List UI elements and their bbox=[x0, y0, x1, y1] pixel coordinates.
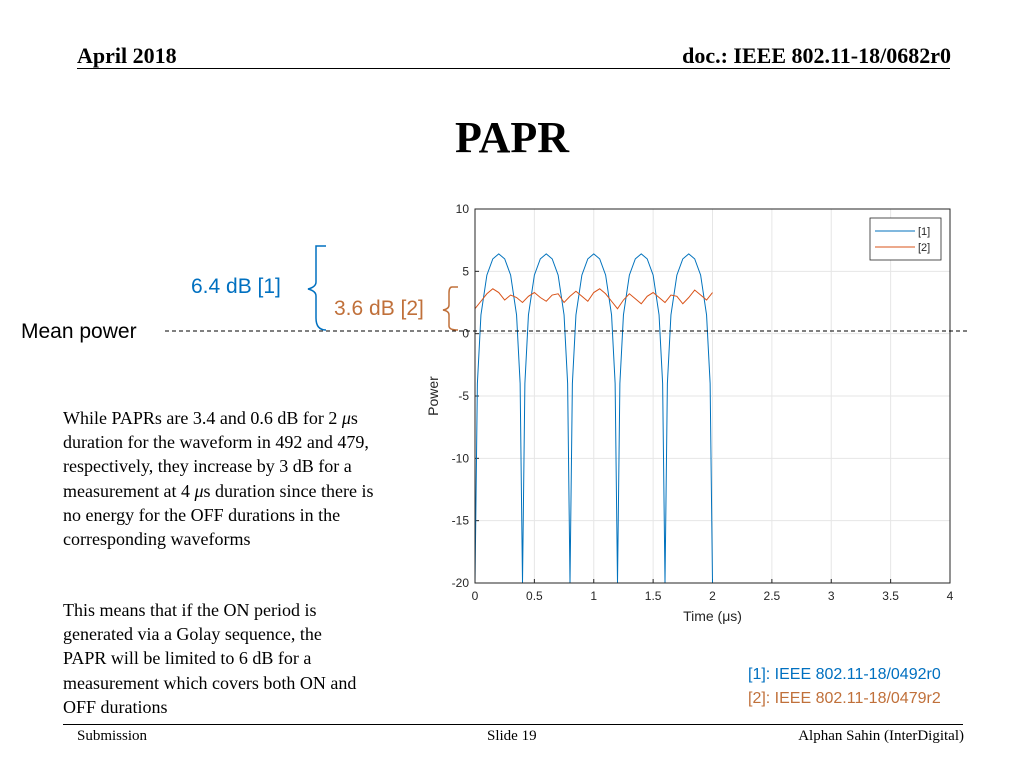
reference-1: [1]: IEEE 802.11-18/0492r0 bbox=[748, 666, 941, 683]
body-paragraph-2: This means that if the ON period is gene… bbox=[63, 600, 357, 717]
x-tick-label: 4 bbox=[947, 589, 954, 603]
y-tick-label: 0 bbox=[462, 327, 469, 341]
x-tick-label: 3 bbox=[828, 589, 835, 603]
y-tick-label: -15 bbox=[452, 514, 470, 528]
para1-part-b: s duration for the waveform in 492 and 4… bbox=[63, 408, 369, 501]
x-tick-label: 3.5 bbox=[882, 589, 899, 603]
para1-part-c: s duration since there is no energy for … bbox=[63, 480, 374, 550]
legend-box bbox=[869, 217, 942, 261]
para1-part-a: While PAPRs are 3.4 and 0.6 dB for 2 bbox=[63, 408, 342, 428]
papr-label-2: 3.6 dB [2] bbox=[334, 297, 424, 320]
footer-author: Alphan Sahin (InterDigital) bbox=[798, 728, 964, 744]
legend-label-2: [2] bbox=[918, 242, 930, 254]
footer-submission: Submission bbox=[77, 728, 148, 744]
x-tick-label: 2.5 bbox=[764, 589, 781, 603]
y-axis-label: Power bbox=[425, 376, 441, 416]
y-tick-label: 10 bbox=[456, 202, 470, 216]
x-tick-label: 2 bbox=[709, 589, 716, 603]
references: [1]: IEEE 802.11-18/0492r0 [2]: IEEE 802… bbox=[748, 663, 941, 711]
reference-2: [2]: IEEE 802.11-18/0479r2 bbox=[748, 690, 941, 707]
header-rule bbox=[77, 68, 950, 69]
x-tick-label: 1.5 bbox=[645, 589, 662, 603]
papr-chart: 0 0.5 1 1.5 2 2.5 3 3.5 4 10 5 0 -5 -10 -15 -20 Time (μs… bbox=[425, 202, 954, 624]
slide-title: PAPR bbox=[454, 113, 570, 162]
x-tick-label: 1 bbox=[590, 589, 597, 603]
bracket-2 bbox=[442, 286, 459, 331]
y-tick-label: -20 bbox=[452, 576, 470, 590]
bracket-1 bbox=[307, 245, 327, 331]
footer-rule bbox=[63, 724, 963, 725]
plot-frame bbox=[474, 208, 951, 584]
y-tick-label: -5 bbox=[458, 389, 469, 403]
header-doc-id: doc.: IEEE 802.11-18/0682r0 bbox=[682, 43, 951, 68]
series-line-2 bbox=[475, 288, 713, 310]
x-tick-label: 0.5 bbox=[526, 589, 543, 603]
series-line-1 bbox=[475, 253, 713, 583]
y-tick-label: -10 bbox=[452, 451, 470, 465]
mean-power-label: Mean power bbox=[21, 320, 137, 343]
body-paragraph-1: While PAPRs are 3.4 and 0.6 dB for 2 μs … bbox=[63, 406, 393, 551]
legend-label-1: [1] bbox=[918, 226, 930, 238]
footer-slide-number: Slide 19 bbox=[487, 728, 537, 744]
mu-symbol: μ bbox=[194, 480, 204, 501]
x-axis-label: Time (μs) bbox=[683, 608, 742, 624]
y-tick-label: 5 bbox=[462, 264, 469, 278]
papr-label-1: 6.4 dB [1] bbox=[191, 275, 281, 298]
header-date: April 2018 bbox=[77, 43, 177, 68]
x-tick-label: 0 bbox=[472, 589, 479, 603]
mu-symbol: μ bbox=[341, 408, 351, 428]
